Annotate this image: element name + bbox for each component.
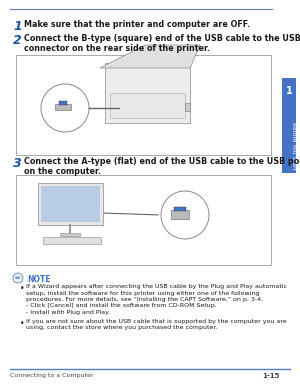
Bar [38,183,103,225]
Text: 1-15: 1-15 [262,373,280,379]
Bar [174,207,186,211]
Text: 3: 3 [13,157,22,170]
Bar [16,55,271,155]
Bar [110,93,185,118]
Text: procedures. For more details, see “Installing the CAPT Software,” on p. 3-4.: procedures. For more details, see “Insta… [26,297,263,302]
Text: Make sure that the printer and computer are OFF.: Make sure that the printer and computer … [24,20,250,29]
Text: NOTE: NOTE [27,275,51,284]
Bar [105,63,190,123]
Bar [59,101,67,105]
Bar [43,237,101,244]
Bar [41,186,100,222]
Text: 1: 1 [286,86,292,96]
Bar [55,104,71,110]
Bar [16,175,271,265]
Text: If a Wizard appears after connecting the USB cable by the Plug and Play automati: If a Wizard appears after connecting the… [26,284,287,289]
Text: Before You Start: Before You Start [290,122,296,170]
Text: Connect the A-type (flat) end of the USB cable to the USB port
on the computer.: Connect the A-type (flat) end of the USB… [24,157,300,176]
Text: •: • [20,284,25,293]
Bar [171,210,189,219]
Text: ✏: ✏ [15,275,21,281]
Text: using, contact the store where you purchased the computer.: using, contact the store where you purch… [26,325,218,330]
Text: - Install with Plug and Play.: - Install with Plug and Play. [26,310,110,315]
Text: If you are not sure about the USB cable that is supported by the computer you ar: If you are not sure about the USB cable … [26,318,286,323]
Text: setup, install the software for this printer using either one of the following: setup, install the software for this pri… [26,291,260,296]
Text: 2: 2 [13,34,22,47]
Circle shape [13,273,23,283]
Text: Connecting to a Computer: Connecting to a Computer [10,373,94,378]
Circle shape [161,191,209,239]
Text: 1: 1 [13,20,22,33]
Polygon shape [100,45,200,68]
Text: Connect the B-type (square) end of the USB cable to the USB
connector on the rea: Connect the B-type (square) end of the U… [24,34,300,53]
Text: •: • [20,318,25,327]
Bar [282,78,296,173]
Bar [60,233,80,236]
Text: - Click [Cancel] and install the software from CD-ROM Setup.: - Click [Cancel] and install the softwar… [26,303,217,308]
Circle shape [41,84,89,132]
Bar [185,103,190,111]
